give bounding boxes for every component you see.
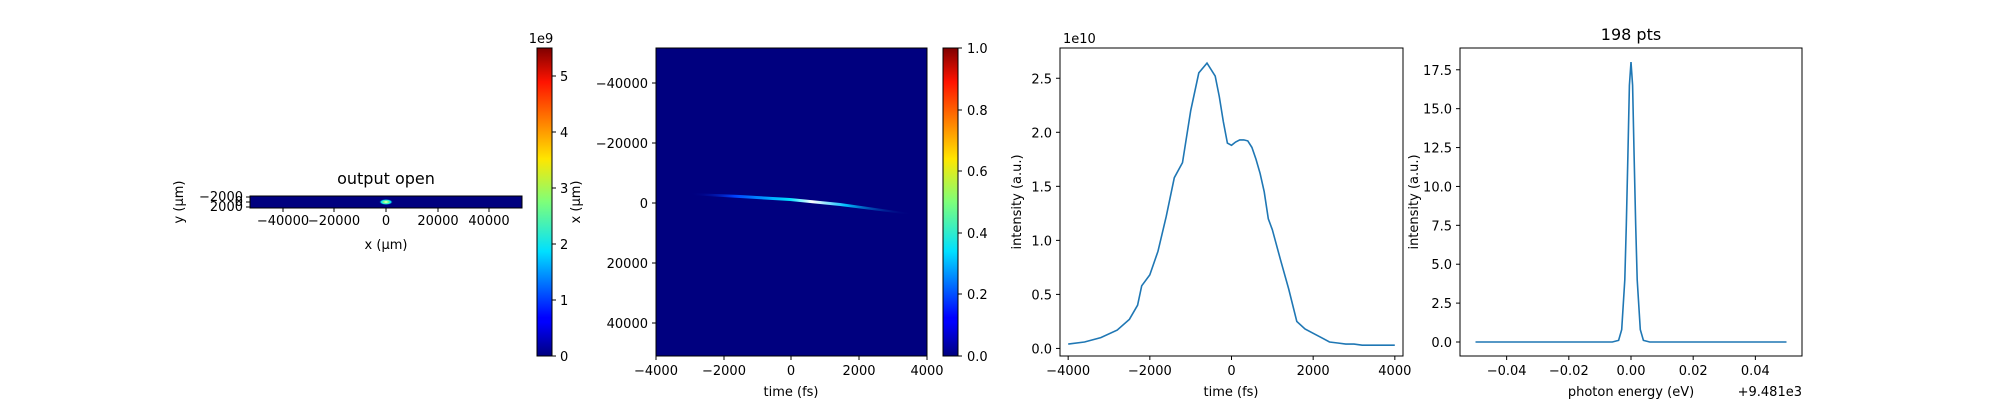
panel4-axes-frame [1459,47,1803,357]
panel1-cbar-label: 0 [560,350,568,365]
panel2-ytick-label: −40000 [596,77,648,92]
panel2-cbar-label: 0.4 [967,227,988,242]
panel2-xtick-label: −2000 [702,364,746,379]
panel1-beam-spot [379,199,393,205]
panel3-xtick-label: 0 [1227,364,1235,379]
panel2-ylabel: x (μm) [569,181,584,224]
panel2-xtick-label: 4000 [910,364,943,379]
panel2-xticks: −4000 −2000 0 2000 4000 [634,356,944,379]
panel2-xtick-label: 2000 [842,364,875,379]
panel-space-time-map: −4000 −2000 0 2000 4000 −40000 −20000 0 … [569,42,988,400]
panel2-yticks: −40000 −20000 0 20000 40000 [596,77,656,332]
panel4-xlabel: photon energy (eV) [1568,385,1694,400]
panel4-ytick-label: 15.0 [1423,103,1452,118]
panel3-axes-frame [1059,47,1404,357]
panel2-xtick-label: −4000 [634,364,678,379]
panel4-ytick-label: 7.5 [1431,219,1452,234]
panel4-xtick-label: 0.00 [1617,364,1646,379]
panel4-yticks: 0.0 2.5 5.0 7.5 10.0 12.5 15.0 17.5 [1423,64,1460,351]
panel3-xtick-label: −2000 [1128,364,1172,379]
panel-output-open: output open −40000 −20000 0 20000 40000 … [172,32,568,365]
panel4-ylabel: intensity (a.u.) [1407,154,1422,249]
panel3-ytick-label: 0.5 [1031,288,1052,303]
panel2-ytick-label: 40000 [607,317,648,332]
panel4-xtick-label: 0.02 [1679,364,1708,379]
panel3-series-line [1068,61,1395,346]
panel2-xlabel: time (fs) [764,385,819,400]
panel1-ytick-label: 2000 [210,200,243,215]
panel4-title: 198 pts [1601,25,1661,44]
panel3-ylabel: intensity (a.u.) [1010,154,1025,249]
panel2-cbar-label: 0.6 [967,165,988,180]
panel2-pulse-trace [690,193,912,215]
panel3-yticks: 0.0 0.5 1.0 1.5 2.0 2.5 [1031,72,1060,357]
panel2-cbar-label: 1.0 [967,42,988,57]
panel2-heatmap [655,47,928,357]
panel3-ytick-label: 2.5 [1031,72,1052,87]
panel4-ytick-label: 0.0 [1431,336,1452,351]
panel4-offset-label: +9.481e3 [1738,385,1802,400]
panel2-cbar-label: 0.2 [967,288,988,303]
panel-spectrum: 198 pts −0.04 −0.02 0.00 0.02 0.04 0.0 2.5 5.0… [1407,25,1803,400]
panel1-xtick-label: 40000 [468,214,509,229]
panel3-xtick-label: −4000 [1046,364,1090,379]
panel1-xtick-label: 0 [382,214,390,229]
panel1-cbar-label: 3 [560,182,568,197]
panel1-xtick-label: −20000 [308,214,360,229]
panel3-xtick-label: 2000 [1297,364,1330,379]
panel1-xtick-label: 20000 [417,214,458,229]
panel1-cbar-label: 2 [560,238,568,253]
panel1-colorbar [536,47,553,357]
panel3-offset-label: 1e10 [1063,32,1096,47]
panel1-ytick-label: −2000 [199,190,243,205]
panel1-cbar-label: 5 [560,70,568,85]
panel2-xtick-label: 0 [787,364,795,379]
panel2-colorbar-ticks: 0.0 0.2 0.4 0.6 0.8 1.0 [958,42,988,365]
panel4-ytick-label: 17.5 [1423,64,1452,79]
panel2-ytick-label: 20000 [607,257,648,272]
panel4-xtick-label: −0.02 [1549,364,1589,379]
panel4-xtick-label: −0.04 [1487,364,1527,379]
panel3-ytick-label: 1.0 [1031,234,1052,249]
panel1-xticks: −40000 −20000 0 20000 40000 [257,208,510,229]
panel4-ytick-label: 2.5 [1431,297,1452,312]
panel1-ytick-label: 0 [235,195,243,210]
panel1-xtick-label: −40000 [257,214,309,229]
panel3-xtick-label: 4000 [1378,364,1411,379]
panel2-ytick-label: −20000 [596,137,648,152]
panel3-xlabel: time (fs) [1204,385,1259,400]
panel1-cbar-label: 1 [560,294,568,309]
panel4-ytick-label: 12.5 [1423,142,1452,157]
panel3-ytick-label: 0.0 [1031,342,1052,357]
panel1-yticks: −2000 0 2000 [199,190,250,215]
panel1-colorbar-ticks: 0 1 2 3 4 5 [552,70,568,365]
panel3-ytick-label: 2.0 [1031,126,1052,141]
panel3-xticks: −4000 −2000 0 2000 4000 [1046,356,1411,379]
panel4-ytick-label: 5.0 [1431,258,1452,273]
panel1-xlabel: x (μm) [365,238,408,253]
panel-temporal-profile: 1e10 −4000 −2000 0 2000 4000 0.0 0.5 1.0 1.5 2.0… [1010,32,1411,400]
panel1-colorbar-offset: 1e9 [529,32,554,47]
panel1-cbar-label: 4 [560,126,568,141]
panel4-ytick-label: 10.0 [1423,180,1452,195]
panel2-cbar-label: 0.0 [967,350,988,365]
panel4-xticks: −0.04 −0.02 0.00 0.02 0.04 [1487,356,1770,379]
panel3-ytick-label: 1.5 [1031,180,1052,195]
panel2-cbar-label: 0.8 [967,104,988,119]
panel1-ylabel: y (μm) [172,181,187,224]
panel1-title: output open [337,169,435,188]
panel2-colorbar [942,47,959,357]
panel4-series-line [1475,61,1787,343]
panel4-xtick-label: 0.04 [1741,364,1770,379]
panel2-ytick-label: 0 [640,197,648,212]
